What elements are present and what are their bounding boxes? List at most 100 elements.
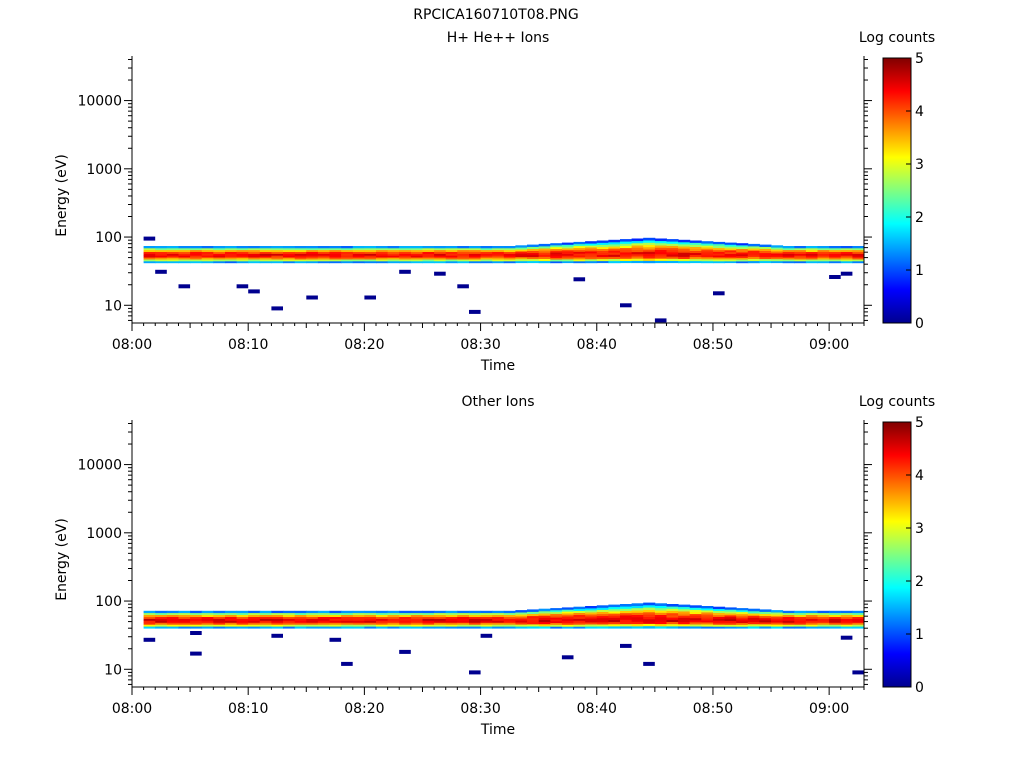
heatmap-cell bbox=[283, 614, 296, 617]
heatmap-cell bbox=[585, 249, 598, 252]
heatmap-cell bbox=[620, 623, 633, 627]
heatmap-cell bbox=[503, 253, 516, 256]
heatmap-cell bbox=[573, 616, 586, 619]
heatmap-cell bbox=[724, 257, 737, 260]
heatmap-cell bbox=[201, 259, 214, 262]
heatmap-cell bbox=[736, 255, 749, 258]
heatmap-cell bbox=[666, 615, 679, 618]
heatmap-cell bbox=[480, 612, 493, 615]
heatmap-cell bbox=[747, 252, 760, 255]
heatmap-cell bbox=[527, 621, 540, 625]
heatmap-cell bbox=[294, 626, 307, 629]
panel-title: Other Ions bbox=[461, 394, 534, 410]
heatmap-cell bbox=[678, 258, 691, 262]
heatmap-cell bbox=[178, 247, 191, 251]
heatmap-cell bbox=[155, 257, 168, 260]
heatmap-cell bbox=[805, 626, 818, 629]
heatmap-cell bbox=[527, 617, 540, 621]
heatmap-cell bbox=[713, 616, 726, 619]
heatmap-cell bbox=[724, 248, 737, 251]
heatmap-cell bbox=[689, 242, 702, 245]
heatmap-cell bbox=[724, 246, 737, 249]
heatmap-cell bbox=[457, 624, 470, 627]
heatmap-cell bbox=[364, 626, 377, 629]
heatmap-cell bbox=[492, 622, 505, 625]
heatmap-cell bbox=[352, 620, 365, 623]
heatmap-cell bbox=[689, 246, 702, 249]
heatmap-cell bbox=[410, 622, 423, 625]
heatmap-cell bbox=[317, 246, 330, 249]
heatmap-cell bbox=[317, 618, 330, 621]
heatmap-cell bbox=[666, 254, 679, 257]
x-tick-label: 08:00 bbox=[112, 337, 152, 353]
x-axis-label: Time bbox=[480, 722, 515, 738]
heatmap-cell bbox=[271, 251, 284, 254]
heatmap-cell bbox=[585, 260, 598, 264]
heatmap-cell bbox=[352, 610, 365, 614]
heatmap-cell bbox=[573, 245, 586, 248]
heatmap-cell bbox=[236, 626, 249, 629]
heatmap-cell bbox=[829, 614, 842, 617]
heatmap-cell bbox=[143, 255, 156, 258]
heatmap-cell bbox=[225, 626, 238, 629]
heatmap-cell bbox=[283, 259, 296, 262]
count-pixel bbox=[143, 236, 156, 241]
heatmap-cell bbox=[817, 246, 830, 249]
heatmap-cell bbox=[782, 251, 795, 254]
heatmap bbox=[143, 602, 865, 675]
x-axis: 08:00 08:10 08:20 08:30 08:40 08:50 09:00 Time bbox=[112, 687, 865, 738]
heatmap-cell bbox=[573, 243, 586, 247]
heatmap-cell bbox=[387, 255, 400, 258]
heatmap-cell bbox=[620, 621, 633, 625]
colorbar-tick-label: 0 bbox=[915, 316, 924, 332]
heatmap-cell bbox=[713, 251, 726, 254]
heatmap-cell bbox=[492, 610, 505, 614]
heatmap-cell bbox=[794, 620, 807, 623]
heatmap-cell bbox=[678, 250, 691, 253]
heatmap-cell bbox=[178, 246, 191, 249]
heatmap-cell bbox=[794, 622, 807, 625]
heatmap-cell bbox=[713, 608, 726, 611]
colorbar-tick-label: 3 bbox=[915, 157, 924, 173]
x-tick-label: 08:50 bbox=[693, 701, 733, 717]
heatmap-cell bbox=[143, 249, 156, 252]
heatmap-cell bbox=[469, 610, 482, 614]
heatmap-cell bbox=[410, 246, 423, 249]
count-pixel bbox=[829, 275, 841, 279]
heatmap-cell bbox=[643, 249, 656, 252]
heatmap-cell bbox=[190, 618, 203, 621]
heatmap-cell bbox=[689, 252, 702, 255]
heatmap-cell bbox=[503, 260, 516, 264]
figure-title: RPCICA160710T08.PNG bbox=[413, 7, 578, 23]
heatmap-cell bbox=[527, 254, 540, 258]
heatmap-cell bbox=[643, 260, 656, 264]
heatmap-cell bbox=[480, 249, 493, 252]
heatmap-cell bbox=[840, 259, 853, 262]
x-tick-label: 09:00 bbox=[809, 337, 849, 353]
heatmap-cell bbox=[503, 257, 516, 260]
heatmap-cell bbox=[538, 613, 551, 616]
heatmap-cell bbox=[492, 614, 505, 617]
heatmap-cell bbox=[271, 260, 284, 264]
heatmap-cell bbox=[329, 246, 342, 249]
heatmap-cell bbox=[515, 618, 528, 621]
heatmap-cell bbox=[155, 259, 168, 262]
heatmap-cell bbox=[515, 610, 528, 613]
heatmap-cell bbox=[585, 251, 598, 254]
count-pixel bbox=[457, 284, 469, 289]
heatmap-cell bbox=[759, 248, 772, 251]
heatmap-cell bbox=[561, 616, 574, 620]
heatmap-cell bbox=[794, 251, 807, 254]
heatmap-cell bbox=[352, 259, 365, 262]
heatmap-cell bbox=[747, 615, 760, 618]
heatmap-cell bbox=[178, 620, 191, 623]
heatmap-cell bbox=[538, 260, 551, 264]
heatmap-cell bbox=[643, 240, 656, 243]
heatmap-cell bbox=[654, 256, 667, 259]
heatmap-cell bbox=[225, 249, 238, 252]
heatmap-cell bbox=[596, 609, 609, 612]
heatmap-cell bbox=[794, 618, 807, 621]
heatmap-cell bbox=[143, 246, 156, 249]
heatmap-cell bbox=[143, 614, 156, 617]
